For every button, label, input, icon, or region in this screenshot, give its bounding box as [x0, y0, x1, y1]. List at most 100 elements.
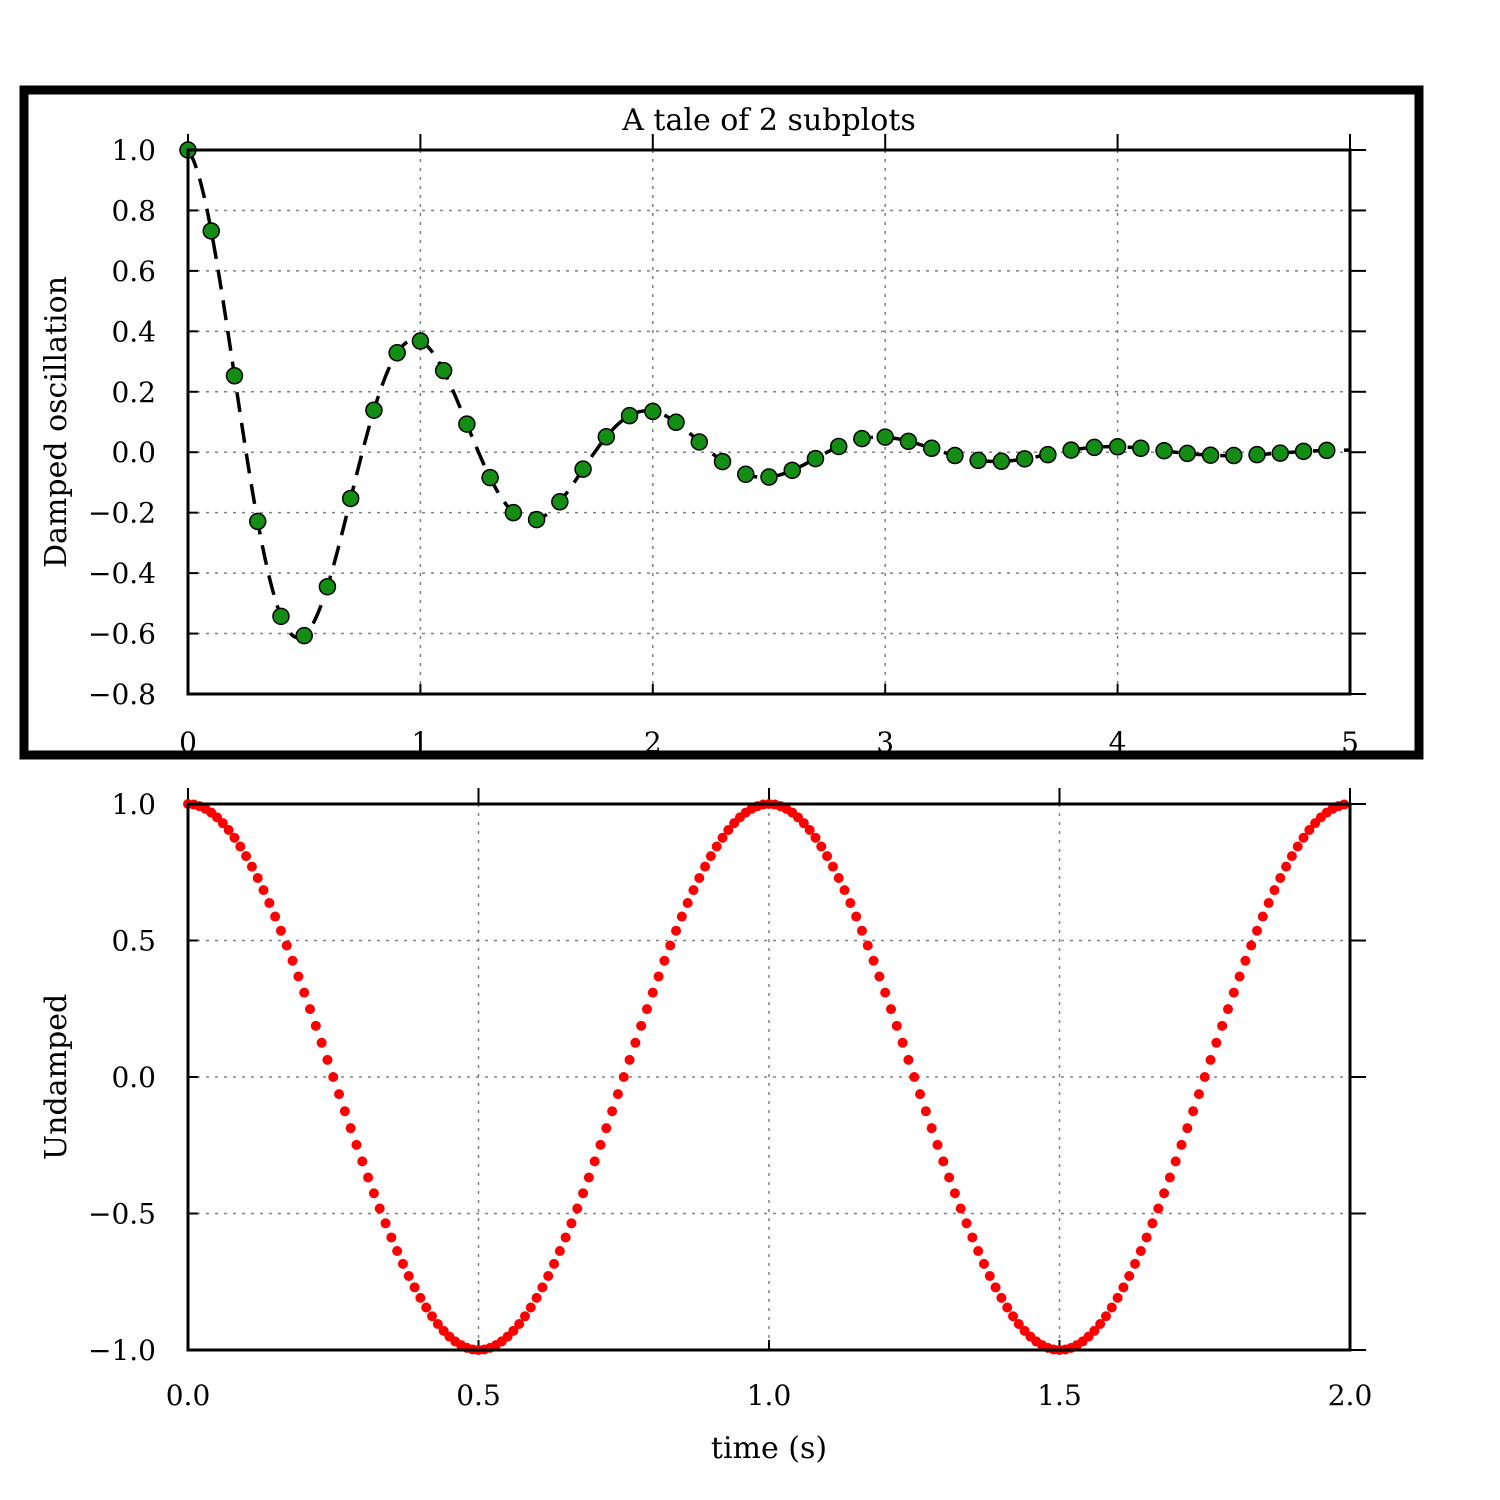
- undamped-data-point: [944, 1172, 955, 1183]
- undamped-data-point: [932, 1139, 943, 1150]
- undamped-data-point: [1176, 1139, 1187, 1150]
- undamped-data-point: [549, 1258, 560, 1269]
- damped-line: [186, 149, 1351, 640]
- undamped-data-point: [1170, 1156, 1181, 1167]
- damped-data-point: [1225, 446, 1243, 465]
- bottom-y-axis-label: Undamped: [39, 994, 74, 1160]
- undamped-data-point: [339, 1106, 350, 1117]
- top-x-tick-label: 0: [179, 726, 197, 759]
- undamped-data-point: [711, 841, 722, 852]
- damped-series-line: [186, 149, 1351, 640]
- undamped-data-point: [583, 1172, 594, 1183]
- top-y-tick-label: 0.8: [111, 194, 156, 227]
- undamped-data-point: [630, 1037, 641, 1048]
- damped-data-point: [690, 433, 709, 451]
- damped-data-point: [597, 428, 616, 446]
- undamped-data-point: [1246, 940, 1257, 951]
- undamped-data-point: [275, 925, 286, 936]
- undamped-data-point: [566, 1218, 577, 1229]
- undamped-data-point: [386, 1232, 397, 1243]
- undamped-data-point: [1275, 872, 1286, 883]
- damped-data-point: [899, 432, 918, 451]
- undamped-data-point: [508, 1325, 519, 1336]
- top-x-tick-label: 1: [411, 726, 429, 759]
- top-y-tick-label: 0.2: [111, 376, 156, 409]
- undamped-data-point: [531, 1292, 542, 1303]
- damped-data-point: [248, 512, 267, 531]
- undamped-data-point: [1002, 1302, 1013, 1313]
- undamped-data-point: [1257, 911, 1268, 922]
- undamped-data-point: [322, 1054, 333, 1065]
- undamped-data-point: [1008, 1311, 1019, 1322]
- damped-data-point: [806, 449, 825, 468]
- undamped-data-point: [1112, 1292, 1123, 1303]
- undamped-data-point: [920, 1106, 931, 1117]
- undamped-data-point: [334, 1089, 345, 1100]
- damped-data-point: [713, 452, 732, 471]
- undamped-data-point: [270, 911, 281, 922]
- damped-data-point: [1062, 441, 1080, 459]
- undamped-data-point: [258, 885, 269, 896]
- undamped-data-point: [978, 1258, 989, 1269]
- undamped-data-point: [665, 940, 676, 951]
- damped-data-point: [1132, 439, 1150, 458]
- undamped-data-point: [961, 1218, 972, 1229]
- undamped-data-point: [601, 1123, 612, 1134]
- undamped-data-point: [572, 1203, 583, 1214]
- undamped-data-point: [543, 1271, 554, 1282]
- damped-data-point: [922, 439, 941, 458]
- top-x-tick-label: 2: [644, 726, 662, 759]
- undamped-data-point: [804, 824, 815, 835]
- top-y-tick-label: −0.6: [88, 618, 156, 651]
- damped-data-point: [853, 429, 871, 448]
- undamped-data-point: [1228, 987, 1239, 998]
- undamped-data-point: [816, 841, 827, 852]
- top-x-tick-label: 3: [876, 726, 894, 759]
- undamped-data-point: [1252, 925, 1263, 936]
- undamped-data-point: [281, 940, 292, 951]
- damped-data-point: [829, 437, 848, 456]
- chart-title: A tale of 2 subplots: [621, 103, 916, 138]
- top-y-tick-label: −0.4: [88, 557, 156, 590]
- undamped-data-point: [1222, 1004, 1233, 1015]
- undamped-subplot: 0.0 0.5 1.0 1.5 2.0 1.0 0.5 0.0 −0.5 −1.0 time (s…: [39, 788, 1372, 1466]
- undamped-data-point: [217, 818, 228, 829]
- damped-data-point: [1039, 445, 1057, 464]
- undamped-data-point: [909, 1072, 920, 1082]
- damped-data-point: [876, 428, 894, 446]
- undamped-data-point: [1298, 832, 1309, 843]
- undamped-data-point: [641, 1004, 652, 1015]
- undamped-data-point: [984, 1271, 995, 1282]
- undamped-data-point: [874, 971, 885, 982]
- undamped-data-point: [1281, 861, 1292, 872]
- undamped-data-point: [688, 885, 699, 896]
- undamped-data-point: [810, 832, 821, 843]
- damped-data-point: [783, 461, 801, 480]
- undamped-data-point: [990, 1282, 1001, 1293]
- damped-data-point: [992, 452, 1011, 471]
- undamped-data-point: [607, 1106, 618, 1117]
- top-grid: [187, 149, 1351, 695]
- damped-data-point: [760, 468, 778, 486]
- undamped-data-point: [915, 1089, 926, 1100]
- damped-data-point: [551, 493, 569, 511]
- bottom-grid: [187, 803, 1351, 1351]
- undamped-data-point: [653, 971, 664, 982]
- undamped-data-point: [955, 1203, 966, 1214]
- undamped-data-point: [798, 818, 809, 829]
- undamped-data-point: [1182, 1123, 1193, 1134]
- undamped-data-point: [880, 987, 891, 998]
- bottom-y-tick-label: 0.0: [111, 1061, 156, 1094]
- undamped-data-point: [1263, 897, 1274, 908]
- undamped-data-point: [252, 872, 263, 883]
- undamped-data-point: [310, 1020, 321, 1031]
- undamped-data-point: [671, 925, 682, 936]
- damped-data-point: [365, 401, 383, 419]
- undamped-data-point: [1205, 1054, 1216, 1065]
- undamped-data-point: [1135, 1246, 1146, 1257]
- damped-data-point: [1271, 444, 1290, 462]
- bottom-y-tick-label: −1.0: [88, 1334, 156, 1367]
- undamped-data-point: [1118, 1282, 1129, 1293]
- undamped-data-point: [700, 861, 711, 872]
